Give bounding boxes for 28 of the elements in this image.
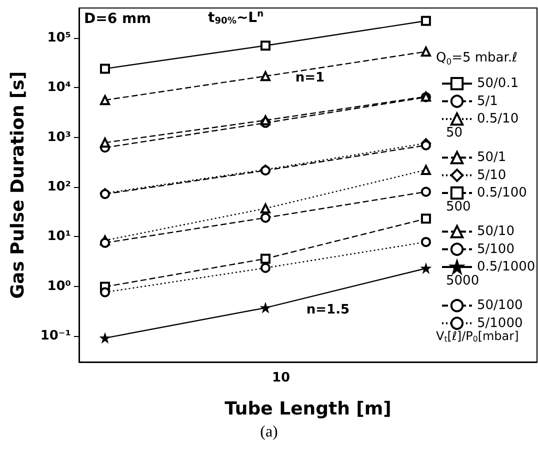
legend-label: 5/1 [477, 94, 498, 109]
legend-label: 0.5/100 [477, 186, 527, 200]
annotation: 500 [446, 200, 471, 214]
y-tick-label: 10⁰ [47, 278, 72, 294]
text: 10 [272, 370, 290, 386]
annotation: 5000 [446, 274, 480, 288]
legend-label: 5/10 [477, 168, 506, 183]
y-axis-title: Gas Pulse Duration [s] [8, 71, 28, 299]
legend-label: 5/1000 [477, 316, 523, 331]
y-tick-label: 10⁵ [47, 30, 71, 46]
annotation: n=1.5 [306, 302, 350, 318]
annotation: n=1 [295, 70, 325, 86]
x-axis-title: Tube Length [m] [224, 398, 392, 420]
y-tick-label: 10¹ [47, 229, 71, 244]
legend-label: 0.5/1000 [477, 260, 536, 274]
annotation: 50 [446, 126, 463, 140]
y-tick-label: 10² [47, 179, 71, 194]
legend-label: 50/100 [477, 298, 523, 314]
y-tick-label: 10⁴ [47, 80, 72, 96]
y-tick-label: 10⁻¹ [40, 328, 71, 344]
text: (a) [260, 424, 278, 440]
legend-label: 50/1 [477, 150, 506, 166]
y-tick-label: 10³ [47, 130, 71, 145]
legend-label: 50/0.1 [477, 76, 519, 92]
legend-label: 0.5/10 [477, 112, 519, 126]
legend-label: 50/10 [477, 224, 514, 240]
annotation: D=6 mm [84, 11, 152, 27]
legend-label: 5/100 [477, 242, 514, 257]
